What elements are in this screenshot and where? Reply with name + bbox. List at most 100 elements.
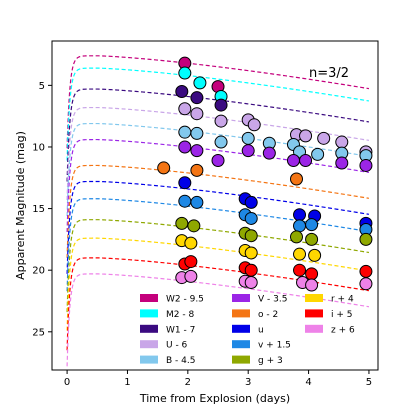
data-point-5-4 xyxy=(262,146,276,160)
model-curve-6 xyxy=(66,164,370,258)
data-point-10-5 xyxy=(308,248,322,262)
data-point-9-4 xyxy=(290,230,303,244)
legend-label-6: o - 2 xyxy=(258,310,278,320)
legend-swatch-12 xyxy=(305,324,323,333)
legend-swatch-0 xyxy=(140,294,158,302)
model-curve-9 xyxy=(66,219,370,313)
data-point-7-3 xyxy=(293,208,307,222)
data-point-6-0 xyxy=(157,161,171,175)
data-point-4-7 xyxy=(311,147,325,161)
y-tick-label: 25 xyxy=(32,327,45,338)
legend-swatch-2 xyxy=(140,324,158,333)
data-point-11-4 xyxy=(293,263,307,277)
data-point-9-1 xyxy=(187,219,201,233)
data-point-5-2 xyxy=(211,154,225,168)
data-point-9-6 xyxy=(359,232,373,246)
data-point-12-1 xyxy=(184,269,198,283)
legend-label-1: M2 - 8 xyxy=(166,310,194,320)
data-point-12-6 xyxy=(359,277,373,291)
data-point-5-3 xyxy=(241,144,255,158)
x-tick-label: 4 xyxy=(305,377,311,388)
data-point-9-3 xyxy=(244,229,258,243)
y-axis-label: Apparent Magnitude (mag) xyxy=(14,131,27,280)
data-point-9-0 xyxy=(175,216,189,230)
model-annotation: n=3/2 xyxy=(309,66,349,81)
legend-label-10: r + 4 xyxy=(331,295,354,305)
legend-label-11: i + 5 xyxy=(331,310,353,320)
data-point-6-1 xyxy=(190,163,204,177)
data-points xyxy=(157,56,373,292)
model-curve-2 xyxy=(66,88,370,182)
data-point-9-5 xyxy=(305,232,319,246)
data-point-12-3 xyxy=(244,276,258,290)
data-point-5-6 xyxy=(299,154,313,168)
data-point-3-2 xyxy=(214,114,228,128)
data-point-8-5 xyxy=(305,218,319,232)
legend-swatch-7 xyxy=(232,324,250,333)
data-point-1-0 xyxy=(178,66,192,80)
model-curve-0 xyxy=(66,55,370,149)
model-curve-3 xyxy=(66,106,370,200)
legend-label-7: u xyxy=(258,325,264,335)
x-tick-label: 0 xyxy=(64,377,70,388)
data-point-6-2 xyxy=(290,172,303,186)
legend-swatch-1 xyxy=(140,309,158,318)
legend-swatch-4 xyxy=(140,355,158,364)
data-point-3-6 xyxy=(299,129,313,143)
data-point-8-1 xyxy=(190,195,204,209)
data-point-3-7 xyxy=(317,131,331,145)
data-point-5-7 xyxy=(335,156,349,170)
legend: W2 - 9.5 M2 - 8 W1 - 7 U - 6 B - 4.5 V - 3.5 o… xyxy=(140,294,355,366)
y-tick-label: 20 xyxy=(32,266,45,277)
data-point-7-0 xyxy=(178,176,192,190)
model-curve-11 xyxy=(66,257,370,351)
data-point-3-0 xyxy=(178,102,192,116)
model-curve-1 xyxy=(66,67,370,161)
data-point-1-1 xyxy=(193,76,207,90)
legend-swatch-11 xyxy=(305,309,323,318)
data-point-10-4 xyxy=(293,247,307,261)
legend-label-2: W1 - 7 xyxy=(166,325,195,335)
data-point-11-3 xyxy=(244,263,258,277)
axis-ticks: 0 1 2 3 4 5 5 10 15 20 25 xyxy=(32,81,372,388)
data-point-4-0 xyxy=(178,125,192,139)
model-curve-12 xyxy=(66,273,370,367)
data-point-4-1 xyxy=(190,126,204,140)
data-point-5-8 xyxy=(359,158,373,172)
data-point-4-3 xyxy=(241,131,255,145)
data-point-10-3 xyxy=(244,246,258,260)
x-tick-label: 3 xyxy=(245,377,251,388)
y-tick-label: 5 xyxy=(39,81,45,92)
data-point-8-4 xyxy=(293,219,307,233)
legend-swatch-5 xyxy=(232,294,250,302)
y-tick-label: 10 xyxy=(32,142,45,153)
data-point-3-8 xyxy=(335,135,349,149)
x-tick-label: 1 xyxy=(124,377,130,388)
data-point-3-1 xyxy=(190,107,204,121)
model-curve-10 xyxy=(66,237,370,331)
data-point-5-0 xyxy=(178,140,192,154)
x-axis-label: Time from Explosion (days) xyxy=(139,392,290,405)
data-point-8-3 xyxy=(244,211,258,225)
y-tick-label: 15 xyxy=(32,204,45,215)
data-point-2-1 xyxy=(190,91,204,105)
plot-frame xyxy=(51,40,379,371)
legend-label-4: B - 4.5 xyxy=(166,356,195,366)
legend-swatch-6 xyxy=(232,309,250,318)
data-point-11-6 xyxy=(359,264,373,278)
data-point-8-0 xyxy=(178,194,192,208)
legend-label-8: v + 1.5 xyxy=(258,341,291,351)
data-point-10-1 xyxy=(184,236,198,250)
model-curve-7 xyxy=(66,180,370,274)
data-point-2-2 xyxy=(214,98,228,112)
legend-label-0: W2 - 9.5 xyxy=(166,295,204,305)
legend-label-5: V - 3.5 xyxy=(258,295,287,305)
legend-swatch-9 xyxy=(232,355,250,364)
data-point-11-1 xyxy=(184,255,198,269)
model-curve-8 xyxy=(66,198,370,292)
legend-swatch-3 xyxy=(140,340,158,349)
data-point-3-4 xyxy=(247,118,261,132)
x-tick-label: 5 xyxy=(366,377,372,388)
legend-label-3: U - 6 xyxy=(166,341,188,351)
